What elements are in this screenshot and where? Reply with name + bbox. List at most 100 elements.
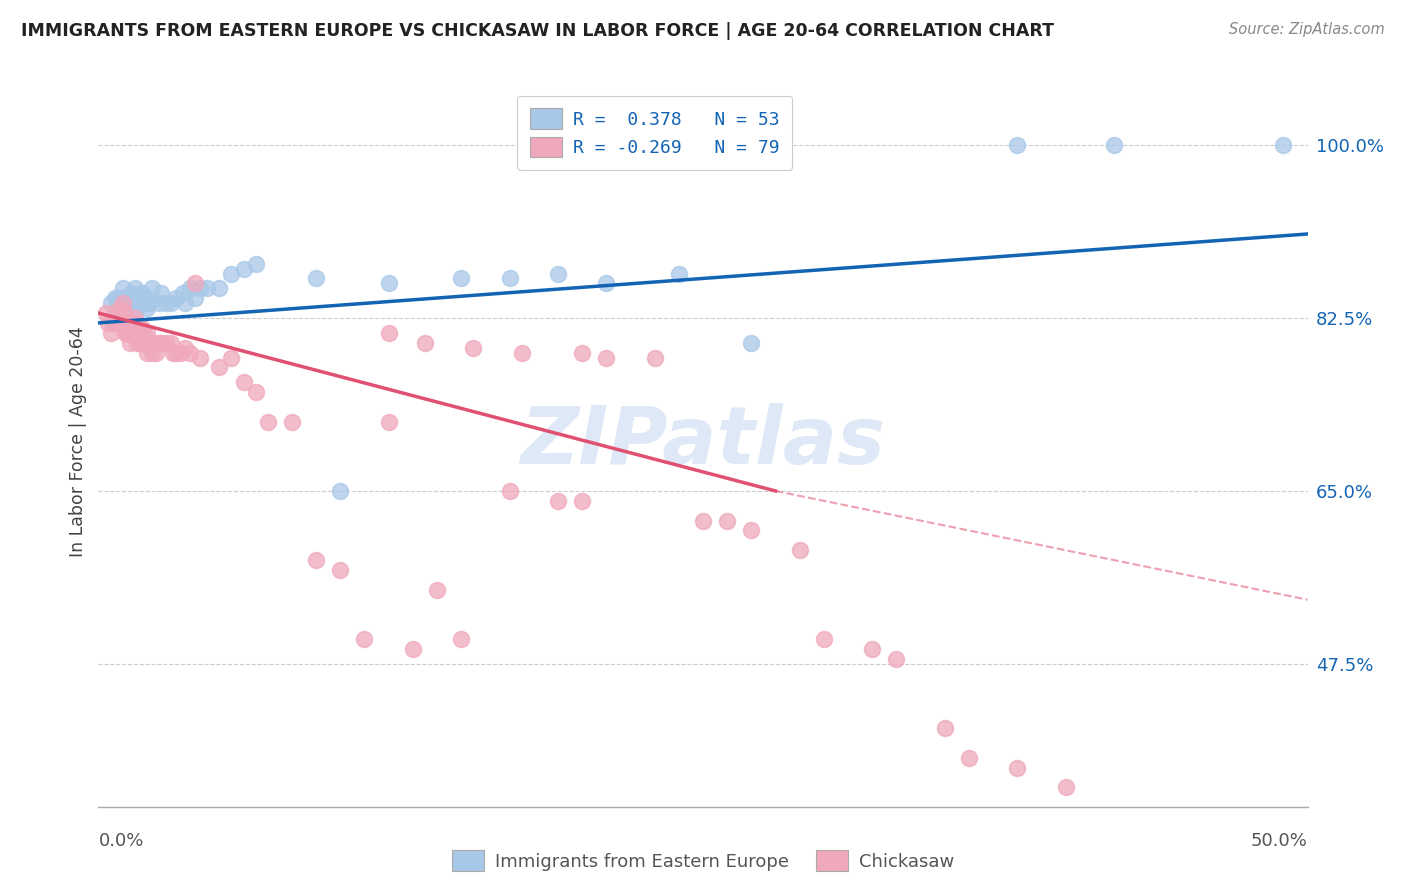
Point [108, 296, 131, 310]
Point [172, 286, 194, 301]
Point [150, 286, 173, 301]
Point [179, 345, 201, 359]
Point [179, 281, 201, 295]
Point [128, 335, 150, 350]
Point [305, 271, 328, 285]
Point [1272, 138, 1295, 153]
Point [498, 483, 520, 498]
Point [934, 721, 956, 735]
Point [692, 514, 714, 528]
Text: Source: ZipAtlas.com: Source: ZipAtlas.com [1229, 22, 1385, 37]
Point [134, 335, 156, 350]
Point [184, 277, 207, 291]
Point [143, 335, 166, 350]
Point [121, 286, 143, 301]
Point [174, 341, 197, 355]
Point [100, 296, 122, 310]
Point [644, 351, 666, 365]
Point [716, 514, 738, 528]
Point [114, 296, 136, 310]
Point [547, 267, 569, 281]
Point [145, 345, 167, 359]
Point [111, 306, 134, 320]
Point [148, 335, 170, 350]
Point [134, 296, 156, 310]
Point [329, 563, 352, 577]
Point [114, 291, 136, 305]
Point [111, 316, 134, 330]
Text: 50.0%: 50.0% [1251, 832, 1308, 850]
Point [377, 277, 399, 291]
Point [121, 326, 143, 340]
Point [1007, 138, 1029, 153]
Point [426, 582, 449, 597]
Point [111, 281, 134, 295]
Point [104, 291, 127, 305]
Point [101, 316, 124, 330]
Point [232, 376, 254, 390]
Point [104, 306, 127, 320]
Point [131, 321, 153, 335]
Point [221, 351, 243, 365]
Point [150, 335, 173, 350]
Point [94, 306, 117, 320]
Point [886, 652, 908, 666]
Point [498, 271, 520, 285]
Point [117, 326, 139, 340]
Point [571, 345, 593, 359]
Point [131, 335, 153, 350]
Point [127, 316, 149, 330]
Point [413, 335, 436, 350]
Point [740, 524, 762, 538]
Point [155, 296, 177, 310]
Point [160, 296, 183, 310]
Point [547, 493, 569, 508]
Point [118, 335, 141, 350]
Point [221, 267, 243, 281]
Point [107, 291, 129, 305]
Point [100, 326, 122, 340]
Point [118, 296, 141, 310]
Point [138, 296, 160, 310]
Text: ZIPatlas: ZIPatlas [520, 402, 886, 481]
Point [114, 306, 136, 320]
Point [160, 335, 183, 350]
Point [169, 345, 191, 359]
Point [571, 493, 593, 508]
Point [155, 335, 177, 350]
Point [789, 543, 811, 558]
Point [245, 257, 267, 271]
Point [111, 296, 134, 310]
Point [135, 335, 157, 350]
Point [124, 281, 146, 295]
Point [135, 301, 157, 315]
Point [141, 281, 163, 295]
Point [135, 345, 157, 359]
Point [124, 310, 146, 325]
Point [138, 335, 160, 350]
Point [118, 291, 141, 305]
Legend: Immigrants from Eastern Europe, Chickasaw: Immigrants from Eastern Europe, Chickasa… [444, 843, 962, 879]
Point [463, 341, 485, 355]
Point [860, 642, 883, 657]
Point [281, 415, 304, 429]
Point [208, 360, 231, 375]
Point [131, 286, 153, 301]
Point [188, 281, 211, 295]
Point [124, 291, 146, 305]
Point [117, 316, 139, 330]
Text: IMMIGRANTS FROM EASTERN EUROPE VS CHICKASAW IN LABOR FORCE | AGE 20-64 CORRELATI: IMMIGRANTS FROM EASTERN EUROPE VS CHICKA… [21, 22, 1054, 40]
Point [353, 632, 375, 647]
Point [256, 415, 278, 429]
Point [128, 291, 150, 305]
Point [329, 483, 352, 498]
Point [165, 291, 187, 305]
Point [124, 326, 146, 340]
Point [245, 385, 267, 400]
Point [188, 351, 211, 365]
Y-axis label: In Labor Force | Age 20-64: In Labor Force | Age 20-64 [69, 326, 87, 557]
Point [121, 316, 143, 330]
Point [135, 326, 157, 340]
Point [450, 271, 472, 285]
Point [134, 326, 156, 340]
